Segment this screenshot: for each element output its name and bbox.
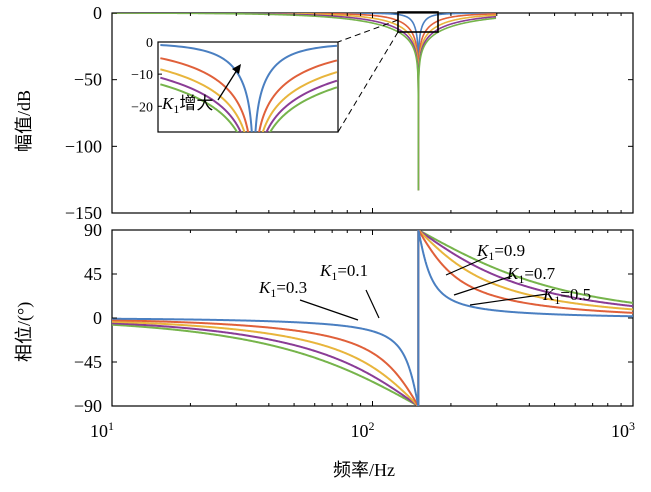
annotation-k03: K1=0.3 <box>258 278 307 300</box>
phase-series-group <box>112 230 633 406</box>
phase-y-axis-label: 相位/(°) <box>14 301 34 362</box>
x-tick-label: 103 <box>611 419 635 441</box>
phase-y-tick-label: 90 <box>84 220 102 240</box>
phase-series-k1-0.1 <box>112 230 633 406</box>
annotation-leader-k07 <box>453 275 513 296</box>
zoom-connector-top <box>337 19 399 43</box>
annotation-k09: K1=0.9 <box>476 241 525 263</box>
annotation-leader-k05 <box>469 293 548 306</box>
x-tick-label: 101 <box>90 419 114 441</box>
inset-arrow <box>217 69 238 101</box>
phase-y-tick-label: 0 <box>93 308 102 328</box>
magnitude-y-tick-label: −50 <box>74 70 102 90</box>
x-tick-label: 102 <box>351 419 375 441</box>
annotation-k05: K1=0.5 <box>542 285 591 307</box>
magnitude-y-tick-label: −100 <box>65 136 102 156</box>
annotation-k01: K1=0.1 <box>319 261 368 283</box>
inset-arrowhead <box>232 64 241 74</box>
phase-axes-frame <box>111 229 634 407</box>
x-axis-label: 频率/Hz <box>333 460 395 480</box>
zoom-region-box <box>397 11 439 33</box>
magnitude-y-tick-label: −150 <box>65 203 102 223</box>
phase-y-tick-label: −45 <box>74 352 102 372</box>
phase-series-k1-0.5 <box>112 230 633 406</box>
magnitude-y-tick-label: 0 <box>93 3 102 23</box>
phase-series-k1-0.3 <box>112 230 633 406</box>
inset-y-tick-label: −20 <box>131 100 153 115</box>
magnitude-y-axis-label: 幅值/dB <box>14 89 34 152</box>
magnitude-series-group <box>112 13 497 191</box>
annotation-k07: K1=0.7 <box>506 264 556 286</box>
inset-series-k1-0.1 <box>160 44 338 132</box>
inset-series-k1-0.9 <box>160 83 338 132</box>
annotation-leader-k01 <box>365 289 380 319</box>
inset-series-k1-0.3 <box>160 57 338 132</box>
inset-axes-frame <box>157 41 339 133</box>
inset-y-tick-label: −10 <box>131 68 153 83</box>
phase-annotations: K1=0.1 K1=0.3 K1=0.9 K1=0.7 K1=0.5 <box>258 241 591 321</box>
annotation-leader-k03 <box>299 299 359 321</box>
inset-arrow-label: K1增大 <box>161 94 213 116</box>
phase-series-k1-0.9 <box>112 230 633 406</box>
axis-ticks <box>111 12 633 407</box>
inset-y-tick-label: 0 <box>146 36 153 51</box>
magnitude-series-k1-0.9 <box>112 13 497 191</box>
inset-ticks: 0 −10 −20 <box>131 36 162 115</box>
phase-series-k1-0.7 <box>112 230 633 406</box>
annotation-leader-k09 <box>445 256 488 276</box>
phase-y-tick-label: −90 <box>74 396 102 416</box>
phase-y-tick-label: 45 <box>84 264 102 284</box>
inset-series-k1-0.7 <box>160 76 338 132</box>
zoom-connector-bottom <box>337 31 399 133</box>
